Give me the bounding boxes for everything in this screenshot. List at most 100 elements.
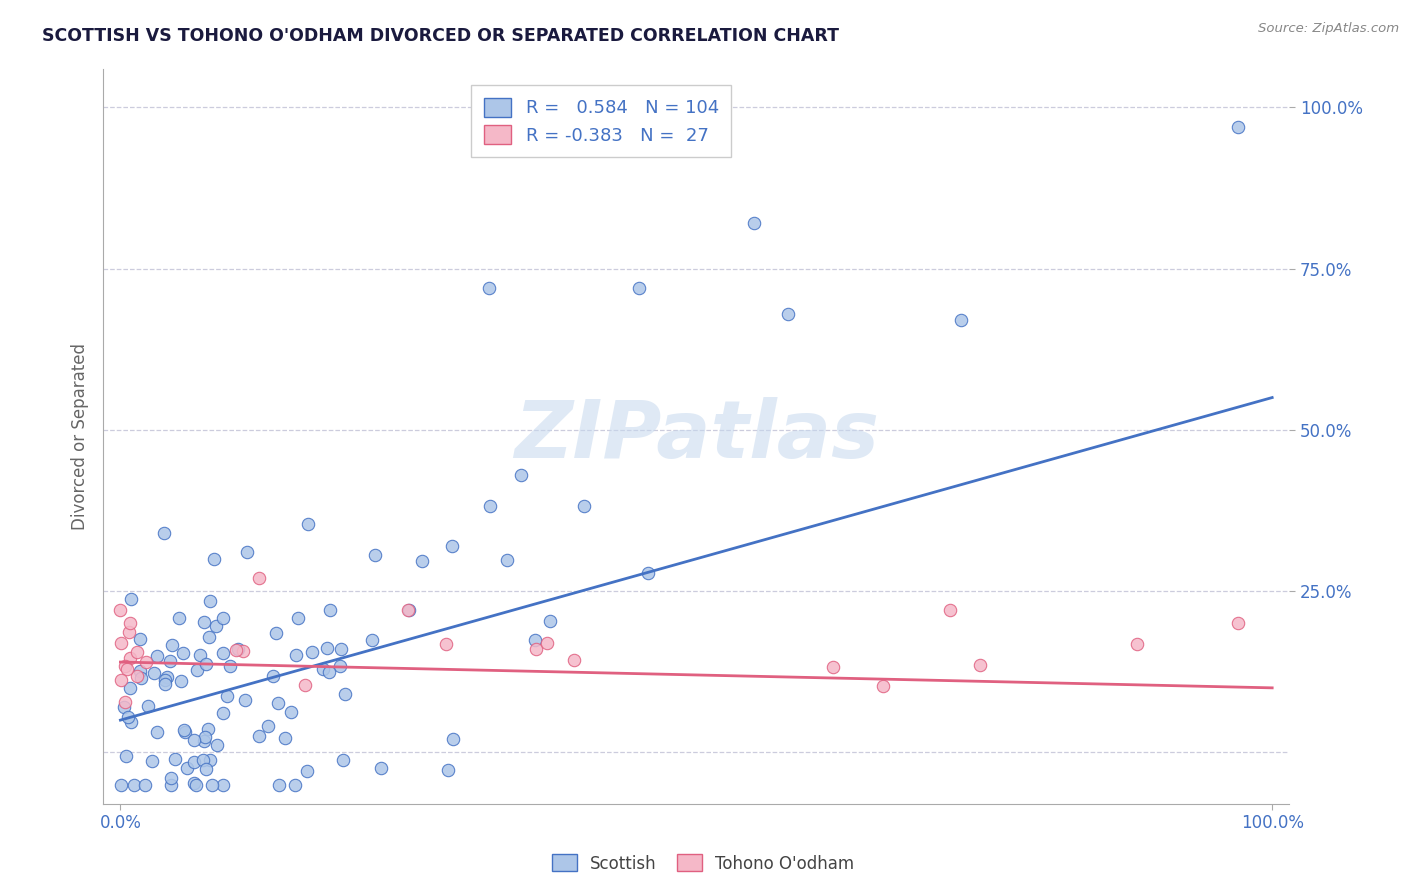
Point	[152, 526, 174, 541]
Point	[232, 644, 254, 658]
Point	[540, 615, 562, 629]
Point	[191, 753, 214, 767]
Point	[114, 695, 136, 709]
Point	[114, 659, 136, 673]
Point	[434, 637, 457, 651]
Point	[396, 603, 419, 617]
Point	[129, 671, 152, 685]
Text: Source: ZipAtlas.com: Source: ZipAtlas.com	[1258, 22, 1399, 36]
Point	[329, 658, 352, 673]
Point	[198, 754, 221, 768]
Point	[226, 642, 249, 657]
Point	[153, 673, 176, 687]
Point	[202, 551, 225, 566]
Point	[117, 710, 139, 724]
Text: SCOTTISH VS TOHONO O'ODHAM DIVORCED OR SEPARATED CORRELATION CHART: SCOTTISH VS TOHONO O'ODHAM DIVORCED OR S…	[42, 27, 839, 45]
Point	[211, 646, 233, 660]
Point	[125, 645, 148, 659]
Point	[523, 632, 546, 647]
Point	[194, 730, 217, 744]
Point	[183, 776, 205, 790]
Point	[146, 648, 169, 663]
Point	[117, 662, 139, 676]
Point	[142, 666, 165, 681]
Point	[364, 549, 387, 563]
Point	[264, 626, 287, 640]
Legend: R =   0.584   N = 104, R = -0.383   N =  27: R = 0.584 N = 104, R = -0.383 N = 27	[471, 85, 731, 157]
Point	[186, 663, 208, 677]
Point	[269, 778, 291, 792]
Point	[118, 651, 141, 665]
Point	[872, 679, 894, 693]
Point	[120, 714, 142, 729]
Point	[188, 648, 211, 663]
Point	[496, 553, 519, 567]
Point	[294, 678, 316, 692]
Point	[236, 544, 259, 558]
Point	[332, 753, 354, 767]
Point	[398, 602, 420, 616]
Point	[950, 313, 973, 327]
Point	[742, 216, 765, 230]
Point	[249, 729, 271, 743]
Point	[225, 643, 247, 657]
Point	[110, 778, 132, 792]
Point	[1226, 616, 1249, 631]
Point	[572, 499, 595, 513]
Point	[284, 778, 307, 792]
Point	[201, 778, 224, 792]
Point	[411, 554, 433, 568]
Point	[329, 642, 352, 657]
Point	[125, 669, 148, 683]
Point	[778, 307, 800, 321]
Point	[969, 657, 991, 672]
Point	[441, 731, 464, 746]
Point	[122, 778, 145, 792]
Point	[172, 646, 194, 660]
Point	[219, 659, 242, 673]
Point	[145, 725, 167, 739]
Point	[110, 673, 132, 687]
Point	[167, 611, 190, 625]
Point	[197, 722, 219, 736]
Point	[112, 700, 135, 714]
Point	[821, 659, 844, 673]
Point	[136, 698, 159, 713]
Point	[370, 761, 392, 775]
Point	[562, 652, 585, 666]
Point	[115, 748, 138, 763]
Point	[195, 657, 218, 672]
Point	[194, 762, 217, 776]
Point	[162, 638, 184, 652]
Point	[118, 681, 141, 696]
Point	[217, 689, 239, 703]
Point	[212, 706, 235, 720]
Point	[627, 281, 650, 295]
Point	[197, 630, 219, 644]
Legend: Scottish, Tohono O'odham: Scottish, Tohono O'odham	[546, 847, 860, 880]
Point	[266, 696, 288, 710]
Point	[536, 635, 558, 649]
Point	[118, 616, 141, 631]
Point	[295, 764, 318, 779]
Point	[141, 755, 163, 769]
Point	[169, 674, 191, 689]
Point	[163, 752, 186, 766]
Point	[301, 645, 323, 659]
Point	[247, 571, 270, 585]
Point	[134, 778, 156, 792]
Point	[128, 632, 150, 646]
Point	[159, 654, 181, 668]
Point	[318, 603, 340, 617]
Point	[233, 693, 256, 707]
Point	[160, 778, 183, 792]
Point	[361, 632, 384, 647]
Point	[315, 640, 337, 655]
Point	[274, 731, 297, 745]
Point	[193, 734, 215, 748]
Point	[120, 591, 142, 606]
Y-axis label: Divorced or Separated: Divorced or Separated	[72, 343, 89, 530]
Point	[153, 677, 176, 691]
Point	[211, 778, 233, 792]
Point	[510, 468, 533, 483]
